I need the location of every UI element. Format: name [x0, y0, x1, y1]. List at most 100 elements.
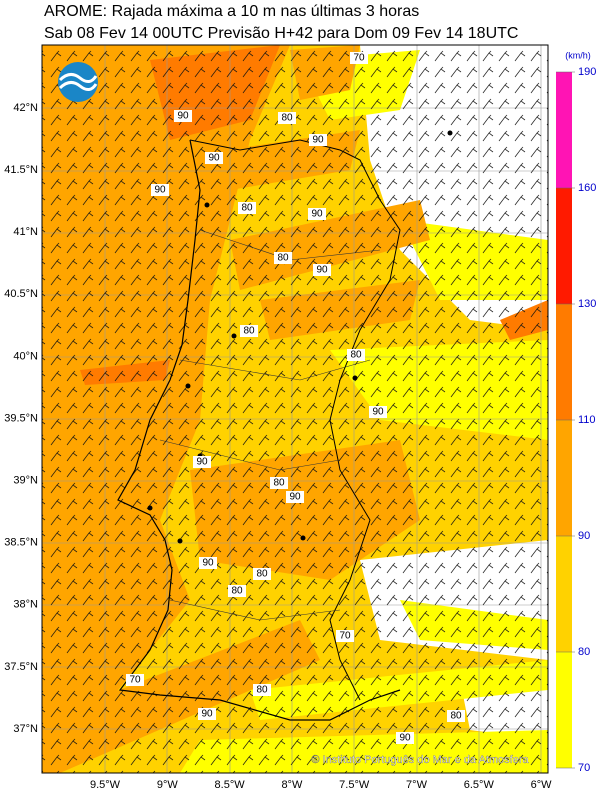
legend-swatch: [556, 420, 572, 536]
contour-label-bg: [240, 325, 258, 337]
lat-label: 38.5°N: [4, 537, 38, 549]
contour-label: 80: [274, 252, 292, 264]
lon-label: 7.5°W: [339, 779, 370, 791]
contour-label-bg: [151, 184, 169, 196]
contour-label-text: 90: [196, 457, 208, 468]
contour-label-text: 90: [201, 709, 213, 720]
contour-label-text: 80: [277, 253, 289, 264]
lat-label: 37°N: [13, 723, 38, 735]
credit: © Instituto Português do Mar e da Atmosf…: [311, 754, 529, 766]
legend-swatch: [556, 652, 572, 768]
contour-label-bg: [205, 152, 223, 164]
lat-label: 40°N: [13, 350, 38, 362]
contour-label-bg: [270, 477, 288, 489]
legend-label: 190: [578, 66, 596, 78]
legend-label: 130: [578, 298, 596, 310]
lat-label: 39.5°N: [4, 412, 38, 424]
lon-label: 6°W: [531, 779, 553, 791]
contour-label-bg: [369, 406, 387, 418]
contour-label-bg: [350, 52, 368, 64]
contour-label: 80: [278, 112, 296, 124]
contour-label-text: 70: [339, 631, 351, 642]
contour-label-text: 90: [289, 492, 301, 503]
contour-label-bg: [198, 708, 216, 720]
contour-label-text: 90: [208, 153, 220, 164]
lat-label: 41.5°N: [4, 164, 38, 176]
contour-label-text: 90: [177, 111, 189, 122]
contour-label-text: 90: [316, 265, 328, 276]
contour-label-text: 90: [311, 209, 323, 220]
contour-label: 90: [286, 491, 304, 503]
contour-label: 90: [396, 732, 414, 744]
contour-label-bg: [336, 630, 354, 642]
lon-label: 9.5°W: [90, 779, 121, 791]
contour-label: 80: [240, 325, 258, 337]
contour-label-text: 90: [202, 558, 214, 569]
contour-label-bg: [308, 208, 326, 220]
lat-label: 38°N: [13, 599, 38, 611]
legend-swatch: [556, 304, 572, 420]
legend-swatch: [556, 536, 572, 652]
contour-label-text: 80: [243, 326, 255, 337]
contour-label-bg: [199, 557, 217, 569]
legend-label: 160: [578, 182, 596, 194]
contour-label: 80: [253, 568, 271, 580]
lon-label: 7°W: [406, 779, 428, 791]
contour-label-bg: [347, 349, 365, 361]
contour-label-text: 70: [353, 53, 365, 64]
legend-unit: (km/h): [565, 50, 591, 60]
contour-label-bg: [286, 491, 304, 503]
contour-label-text: 80: [450, 711, 462, 722]
contour-label-bg: [278, 112, 296, 124]
contour-label-bg: [396, 732, 414, 744]
contour-label-bg: [126, 674, 144, 686]
contour-label: 80: [253, 684, 271, 696]
contour-label: 90: [205, 152, 223, 164]
lon-label: 9°W: [157, 779, 179, 791]
contour-label-text: 80: [281, 113, 293, 124]
contour-label-bg: [309, 134, 327, 146]
map-field: [42, 45, 548, 773]
contour-label: 70: [126, 674, 144, 686]
contour-label-text: 80: [256, 569, 268, 580]
contour-label-bg: [274, 252, 292, 264]
title: AROME: Rajada máxima a 10 m nas últimas …: [44, 3, 419, 20]
legend-label: 70: [578, 762, 590, 774]
contour-label-bg: [253, 684, 271, 696]
contour-label-bg: [238, 202, 256, 214]
contour-label: 80: [228, 585, 246, 597]
contour-label-text: 90: [154, 185, 166, 196]
legend-label: 80: [578, 646, 590, 658]
legend-label: 110: [578, 414, 596, 426]
lat-label: 41°N: [13, 226, 38, 238]
contour-label: 80: [270, 477, 288, 489]
contour-label-bg: [253, 568, 271, 580]
contour-label-bg: [174, 110, 192, 122]
contour-label: 70: [336, 630, 354, 642]
contour-label-text: 90: [372, 407, 384, 418]
contour-label-bg: [228, 585, 246, 597]
subtitle: Sab 08 Fev 14 00UTC Previsão H+42 para D…: [44, 25, 518, 42]
contour-label: 90: [151, 184, 169, 196]
legend-swatch: [556, 188, 572, 304]
contour-label: 80: [347, 349, 365, 361]
contour-label: 90: [308, 208, 326, 220]
lon-label: 8°W: [281, 779, 303, 791]
contour-label-text: 70: [129, 675, 141, 686]
contour-label-text: 80: [350, 350, 362, 361]
contour-label: 90: [309, 134, 327, 146]
lat-label: 39°N: [13, 475, 38, 487]
lon-label: 6.5°W: [464, 779, 495, 791]
contour-label-text: 80: [241, 203, 253, 214]
contour-label-text: 80: [231, 586, 243, 597]
contour-label-text: 90: [399, 733, 411, 744]
legend-label: 90: [578, 530, 590, 542]
contour-label: 80: [447, 710, 465, 722]
contour-label: 90: [198, 708, 216, 720]
contour-label: 80: [238, 202, 256, 214]
contour-label-bg: [313, 264, 331, 276]
lat-label: 37.5°N: [4, 661, 38, 673]
lat-label: 42°N: [13, 102, 38, 114]
contour-label: 90: [313, 264, 331, 276]
